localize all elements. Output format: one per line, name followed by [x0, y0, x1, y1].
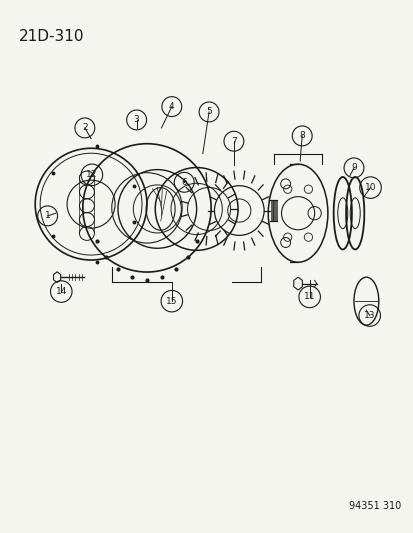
- Text: 8: 8: [299, 132, 304, 140]
- Text: 12: 12: [86, 171, 97, 179]
- Text: 13: 13: [363, 311, 375, 320]
- Text: 5: 5: [206, 108, 211, 116]
- Text: 6: 6: [181, 178, 187, 187]
- Text: 4: 4: [169, 102, 174, 111]
- Text: 10: 10: [364, 183, 375, 192]
- Text: 94351 310: 94351 310: [349, 500, 401, 511]
- Text: 15: 15: [166, 297, 177, 305]
- Text: 21D-310: 21D-310: [19, 29, 84, 44]
- Text: 1: 1: [45, 212, 50, 220]
- Text: 7: 7: [230, 137, 236, 146]
- Text: 9: 9: [350, 164, 356, 172]
- Text: 3: 3: [133, 116, 139, 124]
- Text: 2: 2: [82, 124, 88, 132]
- Text: 11: 11: [303, 293, 315, 301]
- Text: 14: 14: [55, 287, 67, 296]
